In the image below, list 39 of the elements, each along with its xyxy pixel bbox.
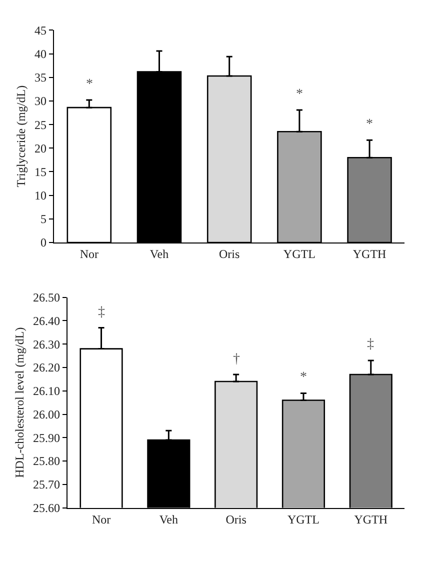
x-tick-label: YGTL xyxy=(287,512,320,526)
annotation: † xyxy=(233,352,240,367)
y-tick-label: 45 xyxy=(34,23,47,38)
x-tick-label: YGTL xyxy=(283,247,316,262)
x-tick-label: YGTH xyxy=(352,247,387,262)
y-tick-label: 26.20 xyxy=(33,360,60,375)
y-tick-label: 15 xyxy=(34,164,47,179)
y-axis-title: Triglyceride (mg/dL) xyxy=(14,85,28,188)
y-tick-label: 10 xyxy=(34,188,47,203)
y-tick-label: 26.50 xyxy=(33,290,60,305)
y-tick-label: 25.90 xyxy=(33,430,60,445)
x-tick-label: Veh xyxy=(159,512,178,526)
y-tick-label: 5 xyxy=(40,212,47,226)
y-tick-label: 25 xyxy=(34,118,47,132)
y-tick-label: 25.70 xyxy=(33,478,60,492)
y-tick-label: 25.80 xyxy=(33,454,60,468)
annotation: * xyxy=(86,77,93,92)
x-tick-label: Nor xyxy=(80,247,98,262)
annotation: ‡ xyxy=(98,305,105,320)
annotation: * xyxy=(366,117,373,132)
x-tick-label: Veh xyxy=(150,247,169,262)
y-axis-title: HDL-cholesterol level (mg/dL) xyxy=(12,327,26,478)
y-tick-label: 20 xyxy=(34,141,47,156)
y-tick-label: 35 xyxy=(34,70,47,85)
y-tick-label: 26.30 xyxy=(33,337,60,352)
y-tick-label: 26.40 xyxy=(33,314,60,328)
annotation: * xyxy=(296,87,303,102)
y-tick-label: 26.00 xyxy=(33,407,60,422)
x-tick-label: Nor xyxy=(92,512,111,526)
annotation: ‡ xyxy=(367,337,374,352)
annotation: * xyxy=(300,370,307,385)
y-tick-label: 26.10 xyxy=(33,384,60,398)
x-tick-label: Oris xyxy=(226,512,247,526)
y-tick-label: 0 xyxy=(40,236,47,250)
y-tick-label: 30 xyxy=(34,94,47,108)
x-tick-label: Oris xyxy=(219,247,240,262)
y-tick-label: 40 xyxy=(34,46,47,61)
x-tick-label: YGTH xyxy=(354,512,388,526)
y-tick-label: 25.60 xyxy=(33,500,60,515)
